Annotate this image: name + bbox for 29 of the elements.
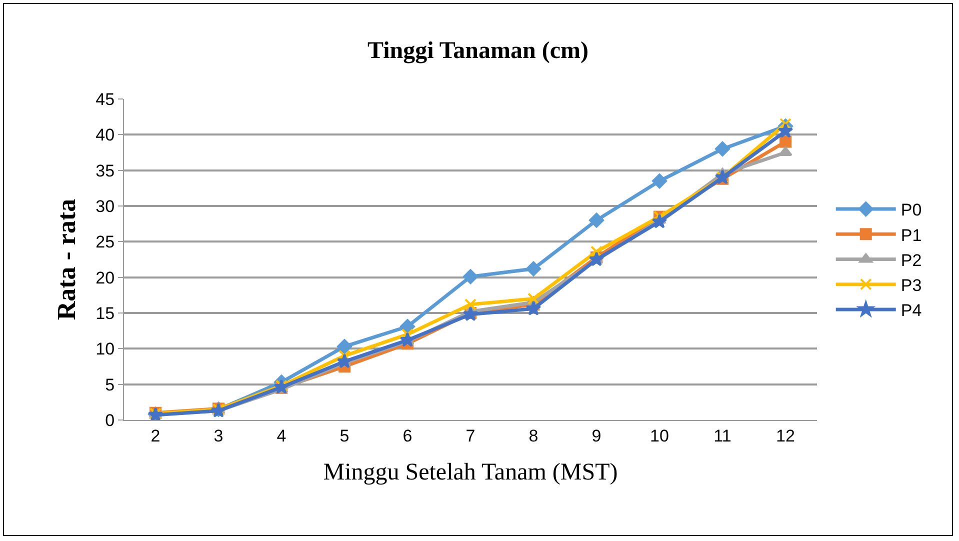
x-tick-label: 11 bbox=[714, 426, 732, 446]
y-tick-label: 30 bbox=[96, 196, 115, 216]
y-tick-label: 15 bbox=[96, 304, 115, 323]
x-tick-label: 9 bbox=[592, 426, 602, 446]
x-tick-label: 6 bbox=[402, 426, 412, 446]
legend-label: P2 bbox=[900, 250, 922, 270]
y-tick-label: 10 bbox=[96, 340, 115, 359]
y-tick-label: 35 bbox=[96, 161, 115, 180]
legend-label: P3 bbox=[900, 276, 922, 295]
x-tick-label: 4 bbox=[276, 426, 286, 446]
x-tick-label: 5 bbox=[340, 426, 350, 446]
y-tick-label: 0 bbox=[105, 410, 115, 430]
x-axis-title: Minggu Setelah Tanam (MST) bbox=[323, 460, 618, 486]
x-tick-label: 12 bbox=[776, 426, 795, 446]
legend-label: P0 bbox=[900, 200, 922, 220]
x-tick-label: 7 bbox=[466, 426, 476, 446]
y-tick-label: 45 bbox=[96, 90, 115, 109]
x-tick-label: 2 bbox=[150, 426, 160, 446]
legend-label: P1 bbox=[900, 226, 922, 245]
x-tick-label: 8 bbox=[528, 426, 538, 446]
x-tick-label: 3 bbox=[214, 426, 224, 446]
chart-title: Tinggi Tanaman (cm) bbox=[368, 38, 588, 64]
y-tick-label: 25 bbox=[96, 232, 115, 252]
legend-label: P4 bbox=[900, 301, 922, 320]
y-tick-label: 20 bbox=[96, 268, 115, 288]
x-tick-label: 10 bbox=[650, 426, 669, 446]
y-axis-title: Rata - rata bbox=[52, 198, 82, 320]
y-tick-label: 40 bbox=[96, 126, 115, 145]
y-tick-label: 5 bbox=[105, 375, 115, 394]
